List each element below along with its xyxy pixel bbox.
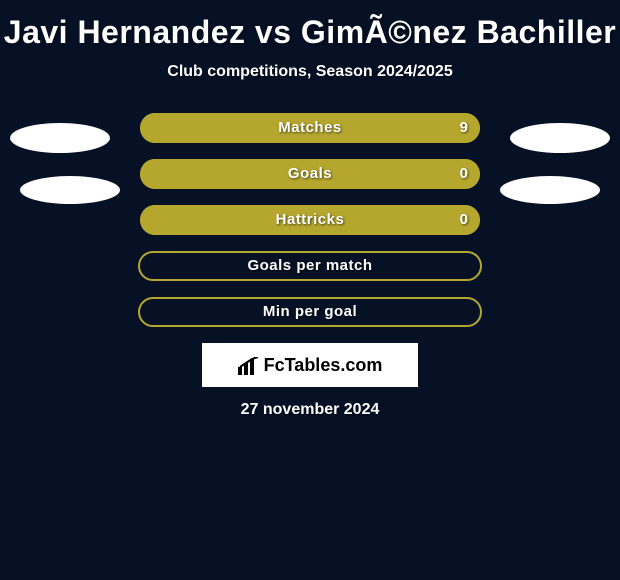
stats-area: Matches 9 Goals 0 Hattricks 0 Goals per match M… bbox=[0, 113, 620, 327]
stat-label: Matches bbox=[278, 119, 342, 136]
stat-row: Matches 9 bbox=[140, 113, 480, 143]
stat-row: Min per goal bbox=[138, 297, 482, 327]
page-title: Javi Hernandez vs GimÃ©nez Bachiller bbox=[0, 0, 620, 51]
stat-row: Goals per match bbox=[138, 251, 482, 281]
chart-icon bbox=[238, 357, 260, 375]
comparison-widget: Javi Hernandez vs GimÃ©nez Bachiller Clu… bbox=[0, 0, 620, 580]
stat-value: 0 bbox=[460, 159, 468, 189]
stat-label: Hattricks bbox=[276, 211, 345, 228]
date-label: 27 november 2024 bbox=[0, 401, 620, 419]
stat-row: Hattricks 0 bbox=[140, 205, 480, 235]
stat-row: Goals 0 bbox=[140, 159, 480, 189]
stat-value: 0 bbox=[460, 205, 468, 235]
stat-value: 9 bbox=[460, 113, 468, 143]
brand-logo[interactable]: FcTables.com bbox=[202, 343, 418, 387]
brand-name: FcTables.com bbox=[264, 355, 383, 375]
stat-label: Goals bbox=[288, 165, 332, 182]
stat-label: Min per goal bbox=[263, 303, 357, 320]
stat-label: Goals per match bbox=[247, 257, 372, 274]
page-subtitle: Club competitions, Season 2024/2025 bbox=[0, 63, 620, 81]
